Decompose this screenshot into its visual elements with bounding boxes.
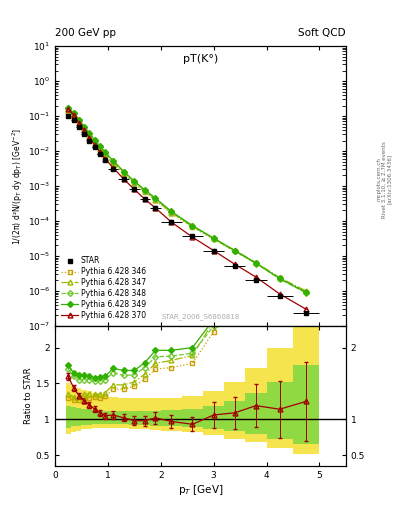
Legend: STAR, Pythia 6.428 346, Pythia 6.428 347, Pythia 6.428 348, Pythia 6.428 349, Py: STAR, Pythia 6.428 346, Pythia 6.428 347… [59, 254, 149, 322]
Y-axis label: Ratio to STAR: Ratio to STAR [24, 368, 33, 424]
Text: STAR_2006_S6860818: STAR_2006_S6860818 [161, 314, 240, 321]
Text: pT(K°): pT(K°) [183, 54, 218, 65]
Y-axis label: 1/(2π) d²N/(p$_T$ dy dp$_T$) [GeV$^{-2}$]: 1/(2π) d²N/(p$_T$ dy dp$_T$) [GeV$^{-2}$… [11, 127, 25, 245]
Text: Rivet 3.1.10, ≥ 2.7M events: Rivet 3.1.10, ≥ 2.7M events [382, 141, 387, 218]
X-axis label: p$_T$ [GeV]: p$_T$ [GeV] [178, 482, 223, 497]
Text: 200 GeV pp: 200 GeV pp [55, 28, 116, 38]
Text: [arXiv:1306.3436]: [arXiv:1306.3436] [387, 154, 392, 204]
Text: mcplots.cern.ch: mcplots.cern.ch [377, 157, 382, 201]
Text: Soft QCD: Soft QCD [298, 28, 346, 38]
